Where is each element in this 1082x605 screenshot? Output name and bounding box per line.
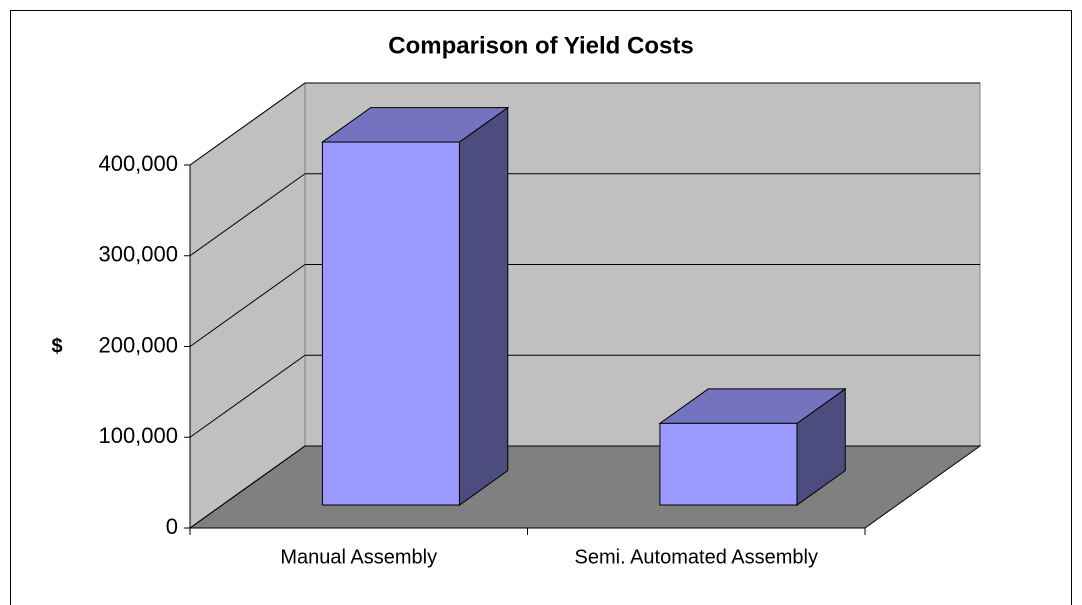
bar-side xyxy=(458,106,509,507)
chart-border xyxy=(10,10,1072,605)
grid-line xyxy=(189,173,306,257)
y-tick-label: 100,000 xyxy=(98,423,178,448)
y-tick-label: 400,000 xyxy=(98,151,178,176)
y-tick-label: 200,000 xyxy=(98,332,178,357)
y-axis-label: $ xyxy=(51,335,62,357)
bar xyxy=(321,141,460,506)
grid-line xyxy=(189,82,306,166)
y-tick-label: 0 xyxy=(166,514,178,539)
y-tick-label: 300,000 xyxy=(98,242,178,267)
x-tick-label: Manual Assembly xyxy=(280,546,437,568)
grid-line xyxy=(189,354,306,438)
grid-line xyxy=(189,264,306,347)
grid-line xyxy=(189,445,306,529)
bar xyxy=(659,422,798,506)
chart-title: Comparison of Yield Costs xyxy=(388,32,693,59)
x-tick-label: Semi. Automated Assembly xyxy=(575,546,818,568)
floor xyxy=(188,445,982,529)
